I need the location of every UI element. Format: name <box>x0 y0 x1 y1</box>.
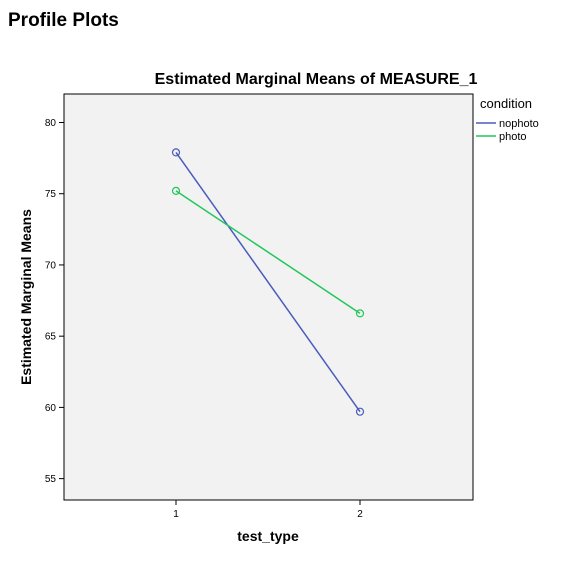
data-point-photo <box>355 309 365 318</box>
y-tick-label: 55 <box>45 474 57 485</box>
data-point-photo <box>171 186 181 195</box>
legend-label-nophoto: nophoto <box>499 118 539 130</box>
y-axis-title: Estimated Marginal Means <box>18 209 34 385</box>
x-tick-label: 2 <box>357 509 363 520</box>
series-line-nophoto <box>175 151 361 413</box>
series-layer <box>171 148 365 416</box>
y-axis: 55 60 65 70 75 80 <box>45 118 64 485</box>
chart-title: Estimated Marginal Means of MEASURE_1 <box>155 71 478 88</box>
legend-title: condition <box>480 96 532 111</box>
x-tick-label: 1 <box>173 509 179 520</box>
page-heading: Profile Plots <box>8 10 119 31</box>
y-tick-label: 70 <box>45 260 57 271</box>
y-tick-label: 60 <box>45 403 57 414</box>
y-tick-label: 75 <box>45 189 57 200</box>
legend-label-photo: photo <box>499 131 527 143</box>
x-axis-title: test_type <box>237 528 299 544</box>
series-line-photo <box>175 190 361 315</box>
y-tick-label: 80 <box>45 118 57 129</box>
data-point-nophoto <box>171 148 181 157</box>
y-tick-label: 65 <box>45 332 57 343</box>
plot-area <box>63 93 474 501</box>
data-point-nophoto <box>355 407 365 416</box>
